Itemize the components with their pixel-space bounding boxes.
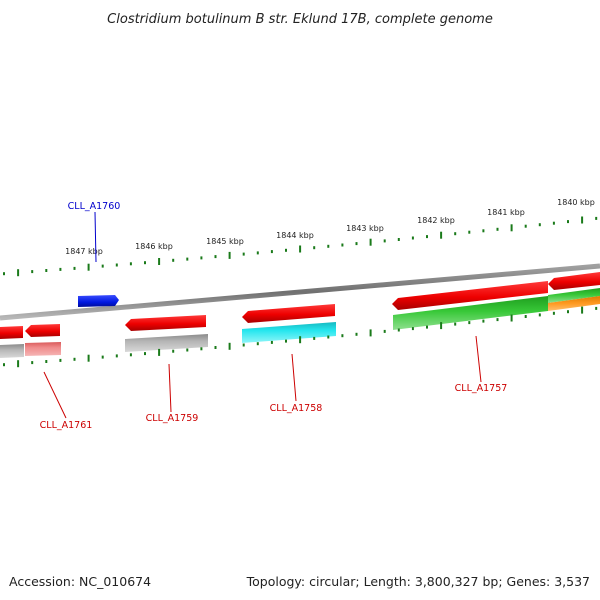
feature-gray[interactable] [125,334,208,352]
tick-label-1845: 1845 kbp [206,237,244,246]
gene-labels: CLL_A1760 CLL_A1761 CLL_A1759 CLL_A1758 … [40,201,508,431]
tick-label-1841: 1841 kbp [487,208,525,217]
gene-cll-a1757-arrow[interactable] [392,281,548,310]
outer-tick-ruler [3,216,598,277]
genome-backbone [0,263,600,321]
gene-label-cll-a1761[interactable]: CLL_A1761 [40,420,93,431]
leader-cll-a1759 [168,363,172,413]
inner-tick-ruler [3,306,598,368]
feature-orange[interactable] [548,296,600,311]
tick-label-1844: 1844 kbp [276,231,314,240]
feature-track [0,288,600,358]
tick-label-1842: 1842 kbp [417,216,455,225]
ruler-labels: 1847 kbp 1846 kbp 1845 kbp 1844 kbp 1843… [65,198,595,256]
feature-cyan[interactable] [242,322,336,343]
tick-label-1846: 1846 kbp [135,242,173,251]
gene-cll-a1761-arrow[interactable] [25,324,60,337]
gene-label-cll-a1757[interactable]: CLL_A1757 [455,383,508,394]
gene-label-cll-a1758[interactable]: CLL_A1758 [270,403,323,414]
cds-feature[interactable] [0,326,23,339]
accession-text: Accession: NC_010674 [9,574,151,589]
topology-summary: Topology: circular; Length: 3,800,327 bp… [246,574,590,589]
leader-cll-a1760 [94,211,97,263]
tick-label-1840: 1840 kbp [557,198,595,207]
gene-cll-a1760-arrow[interactable] [78,295,119,307]
gene-cll-a1759-arrow[interactable] [125,315,206,331]
feature-green[interactable] [548,288,600,303]
leader-cll-a1758 [291,353,297,402]
gene-cll-a1758-arrow[interactable] [242,304,335,323]
map-title: Clostridium botulinum B str. Eklund 17B,… [107,12,493,27]
cds-feature[interactable] [548,272,600,290]
feature-pink[interactable] [25,342,61,356]
feature-gray[interactable] [0,344,24,358]
feature-green[interactable] [393,296,548,330]
label-leaders [43,211,482,419]
gene-label-cll-a1760[interactable]: CLL_A1760 [68,201,121,212]
gene-label-cll-a1759[interactable]: CLL_A1759 [146,413,199,424]
tick-label-1843: 1843 kbp [346,224,384,233]
leader-cll-a1761 [43,371,67,419]
tick-label-1847: 1847 kbp [65,247,103,256]
leader-cll-a1757 [475,335,482,383]
